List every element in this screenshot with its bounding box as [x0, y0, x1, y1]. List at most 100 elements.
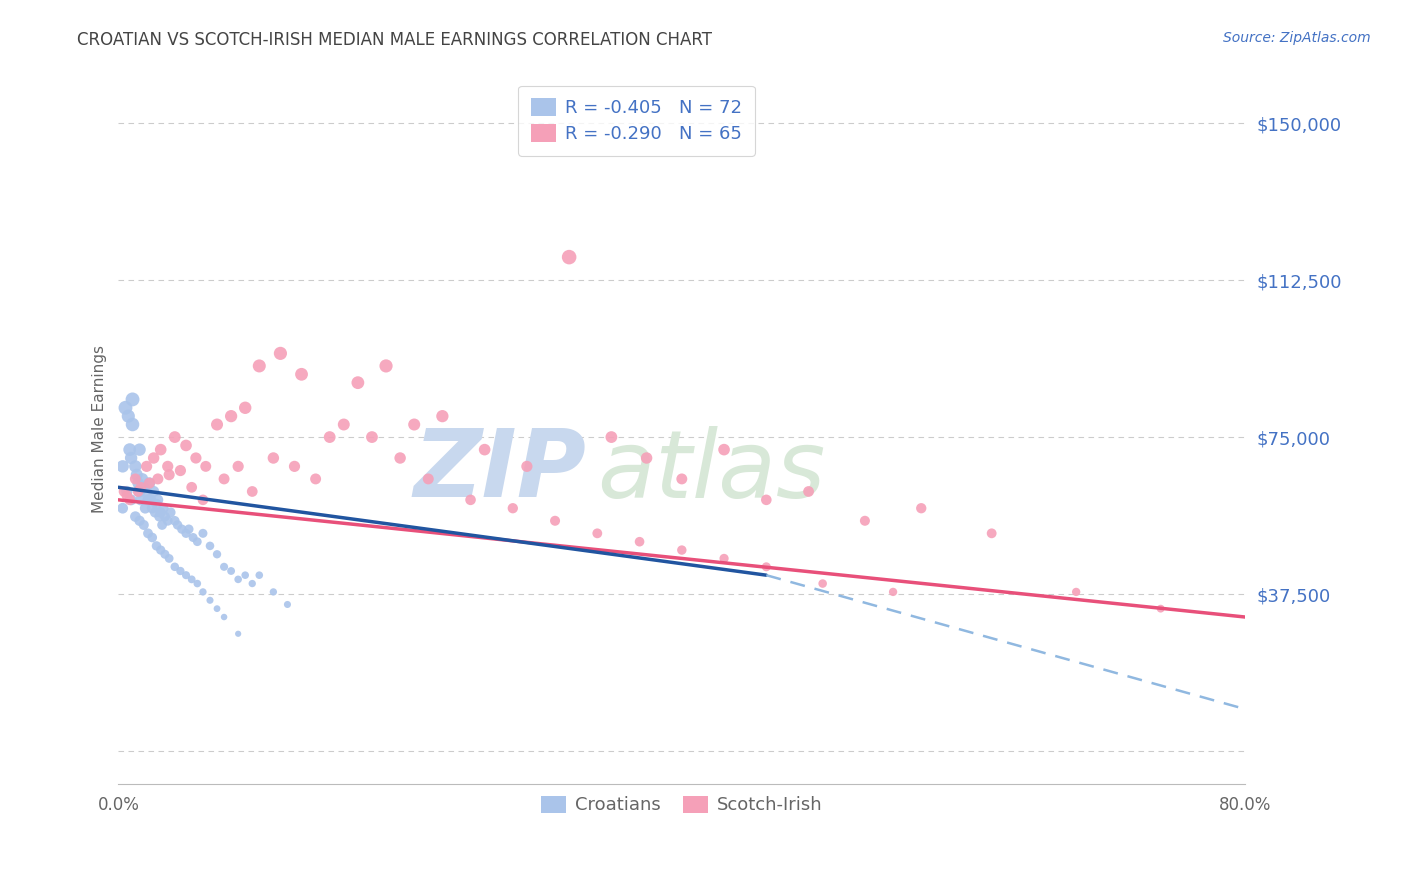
Point — [135, 484, 157, 499]
Point — [198, 593, 221, 607]
Point — [262, 450, 284, 465]
Y-axis label: Median Male Earnings: Median Male Earnings — [93, 344, 107, 513]
Point — [146, 492, 169, 507]
Point — [142, 450, 165, 465]
Point — [276, 598, 298, 612]
Point — [136, 492, 159, 507]
Point — [283, 459, 305, 474]
Point — [156, 459, 179, 474]
Point — [191, 585, 214, 599]
Point — [143, 505, 166, 519]
Point — [853, 514, 876, 528]
Point — [180, 573, 202, 587]
Point — [148, 509, 170, 524]
Point — [713, 551, 735, 566]
Point — [418, 472, 440, 486]
Point — [141, 531, 163, 545]
Point — [127, 484, 149, 499]
Point — [226, 573, 249, 587]
Point — [219, 564, 242, 578]
Point — [131, 472, 153, 486]
Point — [713, 442, 735, 457]
Point — [135, 459, 157, 474]
Point — [797, 484, 820, 499]
Point — [290, 368, 312, 382]
Point — [269, 346, 291, 360]
Point — [333, 417, 356, 432]
Point — [174, 438, 197, 452]
Point — [163, 514, 186, 528]
Point — [124, 509, 146, 524]
Point — [628, 534, 651, 549]
Point — [157, 467, 180, 482]
Point — [184, 450, 207, 465]
Point — [404, 417, 426, 432]
Point — [811, 576, 834, 591]
Point — [132, 518, 155, 533]
Point — [226, 459, 249, 474]
Point — [114, 401, 136, 415]
Point — [145, 497, 167, 511]
Point — [170, 522, 193, 536]
Point — [980, 526, 1002, 541]
Point — [460, 492, 482, 507]
Text: atlas: atlas — [598, 425, 825, 516]
Point — [186, 534, 208, 549]
Point — [174, 526, 197, 541]
Point — [127, 476, 149, 491]
Point — [149, 442, 172, 457]
Point — [136, 526, 159, 541]
Point — [205, 601, 228, 615]
Point — [212, 472, 235, 486]
Point — [180, 480, 202, 494]
Point — [432, 409, 454, 424]
Point — [115, 489, 138, 503]
Point — [129, 480, 152, 494]
Point — [240, 484, 263, 499]
Point — [233, 401, 256, 415]
Point — [240, 576, 263, 591]
Point — [134, 501, 156, 516]
Point — [226, 627, 249, 641]
Point — [516, 459, 538, 474]
Point — [361, 430, 384, 444]
Point — [636, 450, 658, 465]
Point — [205, 547, 228, 561]
Point — [149, 505, 172, 519]
Point — [118, 442, 141, 457]
Point — [156, 514, 179, 528]
Point — [121, 392, 143, 407]
Point — [124, 459, 146, 474]
Point — [882, 585, 904, 599]
Point — [159, 505, 181, 519]
Point — [150, 518, 173, 533]
Point — [600, 430, 623, 444]
Point — [120, 450, 142, 465]
Point — [115, 484, 138, 499]
Point — [128, 484, 150, 499]
Text: CROATIAN VS SCOTCH-IRISH MEDIAN MALE EARNINGS CORRELATION CHART: CROATIAN VS SCOTCH-IRISH MEDIAN MALE EAR… — [77, 31, 713, 49]
Point — [111, 501, 134, 516]
Point — [149, 543, 172, 558]
Legend: Croatians, Scotch-Irish: Croatians, Scotch-Irish — [530, 785, 834, 825]
Point — [755, 492, 778, 507]
Point — [117, 409, 139, 424]
Point — [671, 472, 693, 486]
Point — [138, 476, 160, 491]
Point — [191, 526, 214, 541]
Point — [389, 450, 412, 465]
Point — [304, 472, 326, 486]
Point — [247, 359, 270, 373]
Point — [166, 518, 188, 533]
Point — [142, 484, 165, 499]
Point — [169, 564, 191, 578]
Point — [198, 539, 221, 553]
Point — [212, 559, 235, 574]
Point — [247, 568, 270, 582]
Point — [755, 559, 778, 574]
Point — [474, 442, 496, 457]
Point — [586, 526, 609, 541]
Point — [558, 250, 581, 264]
Point — [910, 501, 932, 516]
Point — [124, 472, 146, 486]
